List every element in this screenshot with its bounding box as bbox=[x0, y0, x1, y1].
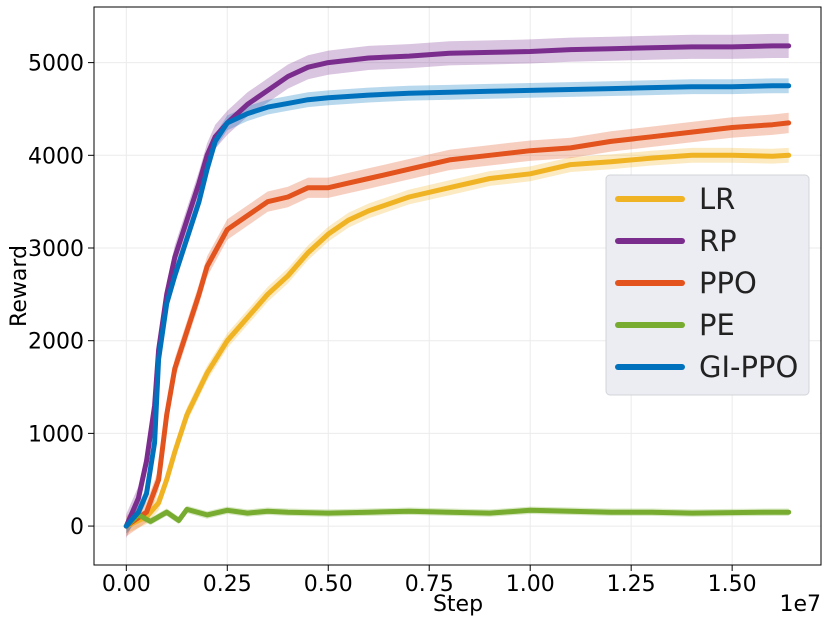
y-tick-label: 2000 bbox=[28, 330, 84, 355]
y-axis-ticks: 0 1000 2000 3000 4000 5000 bbox=[28, 52, 94, 540]
x-tick-label: 1.25 bbox=[607, 572, 656, 597]
y-tick-label: 3000 bbox=[28, 237, 84, 262]
x-tick-label: 1.00 bbox=[506, 572, 555, 597]
x-tick-label: 0.00 bbox=[102, 572, 151, 597]
series-line-lr bbox=[123, 152, 792, 529]
y-axis-label: Reward bbox=[7, 245, 32, 327]
series-line-pe bbox=[123, 506, 792, 529]
x-tick-label: 0.75 bbox=[405, 572, 454, 597]
y-tick-label: 4000 bbox=[28, 144, 84, 169]
series-line-ppo bbox=[123, 120, 792, 529]
x-axis-ticks: 0.00 0.25 0.50 0.75 1.00 1.25 1.50 bbox=[102, 565, 757, 597]
plot-frame bbox=[93, 6, 822, 566]
legend-label-lr: LR bbox=[699, 182, 735, 216]
series-line-gi-ppo bbox=[123, 83, 792, 529]
legend: LR RP PPO PE GI-PPO bbox=[605, 174, 810, 396]
legend-label-pe: PE bbox=[699, 308, 735, 342]
legend-label-rp: RP bbox=[699, 224, 737, 258]
x-axis-label: Step bbox=[433, 592, 483, 617]
x-tick-label: 0.25 bbox=[203, 572, 252, 597]
x-tick-label: 1.50 bbox=[708, 572, 757, 597]
legend-label-ppo: PPO bbox=[699, 266, 757, 300]
y-tick-label: 5000 bbox=[28, 52, 84, 77]
series-lines bbox=[123, 43, 792, 529]
y-tick-label: 0 bbox=[70, 515, 84, 540]
legend-box bbox=[605, 174, 810, 396]
legend-label-gi-ppo: GI-PPO bbox=[699, 350, 798, 384]
y-tick-label: 1000 bbox=[28, 422, 84, 447]
x-tick-label: 0.50 bbox=[304, 572, 353, 597]
x-axis-offset-label: 1e7 bbox=[779, 592, 821, 617]
